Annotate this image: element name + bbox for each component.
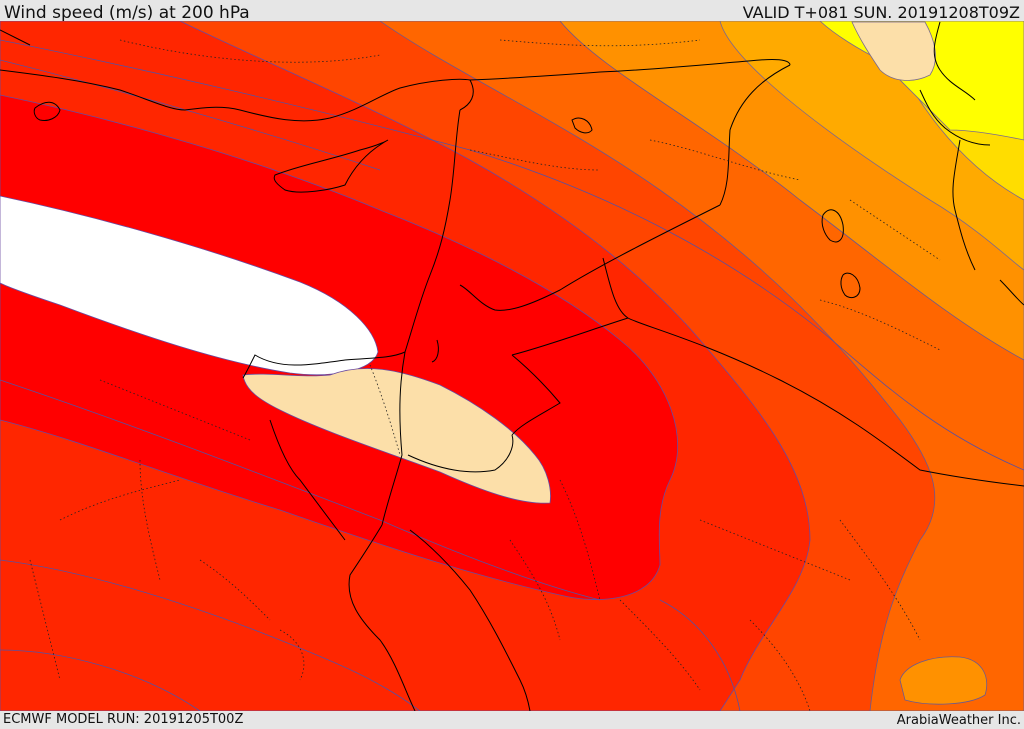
jet-core-white	[0, 195, 379, 376]
valid-time: VALID T+081 SUN. 20191208T09Z	[742, 3, 1020, 22]
footer-bar: ECMWF MODEL RUN: 20191205T00Z ArabiaWeat…	[0, 711, 1024, 729]
peach-region	[242, 368, 551, 504]
header-bar: Wind speed (m/s) at 200 hPa VALID T+081 …	[0, 0, 1024, 23]
patch-bottom-right	[899, 656, 988, 705]
borders	[0, 21, 1024, 711]
credit-label: ArabiaWeather Inc.	[896, 713, 1021, 728]
model-run-label: ECMWF MODEL RUN: 20191205T00Z	[3, 712, 244, 727]
map-title: Wind speed (m/s) at 200 hPa	[4, 3, 250, 23]
contours	[0, 39, 1024, 711]
province-lines	[29, 39, 941, 711]
peach-top-right	[851, 21, 936, 81]
weather-map	[0, 21, 1024, 711]
